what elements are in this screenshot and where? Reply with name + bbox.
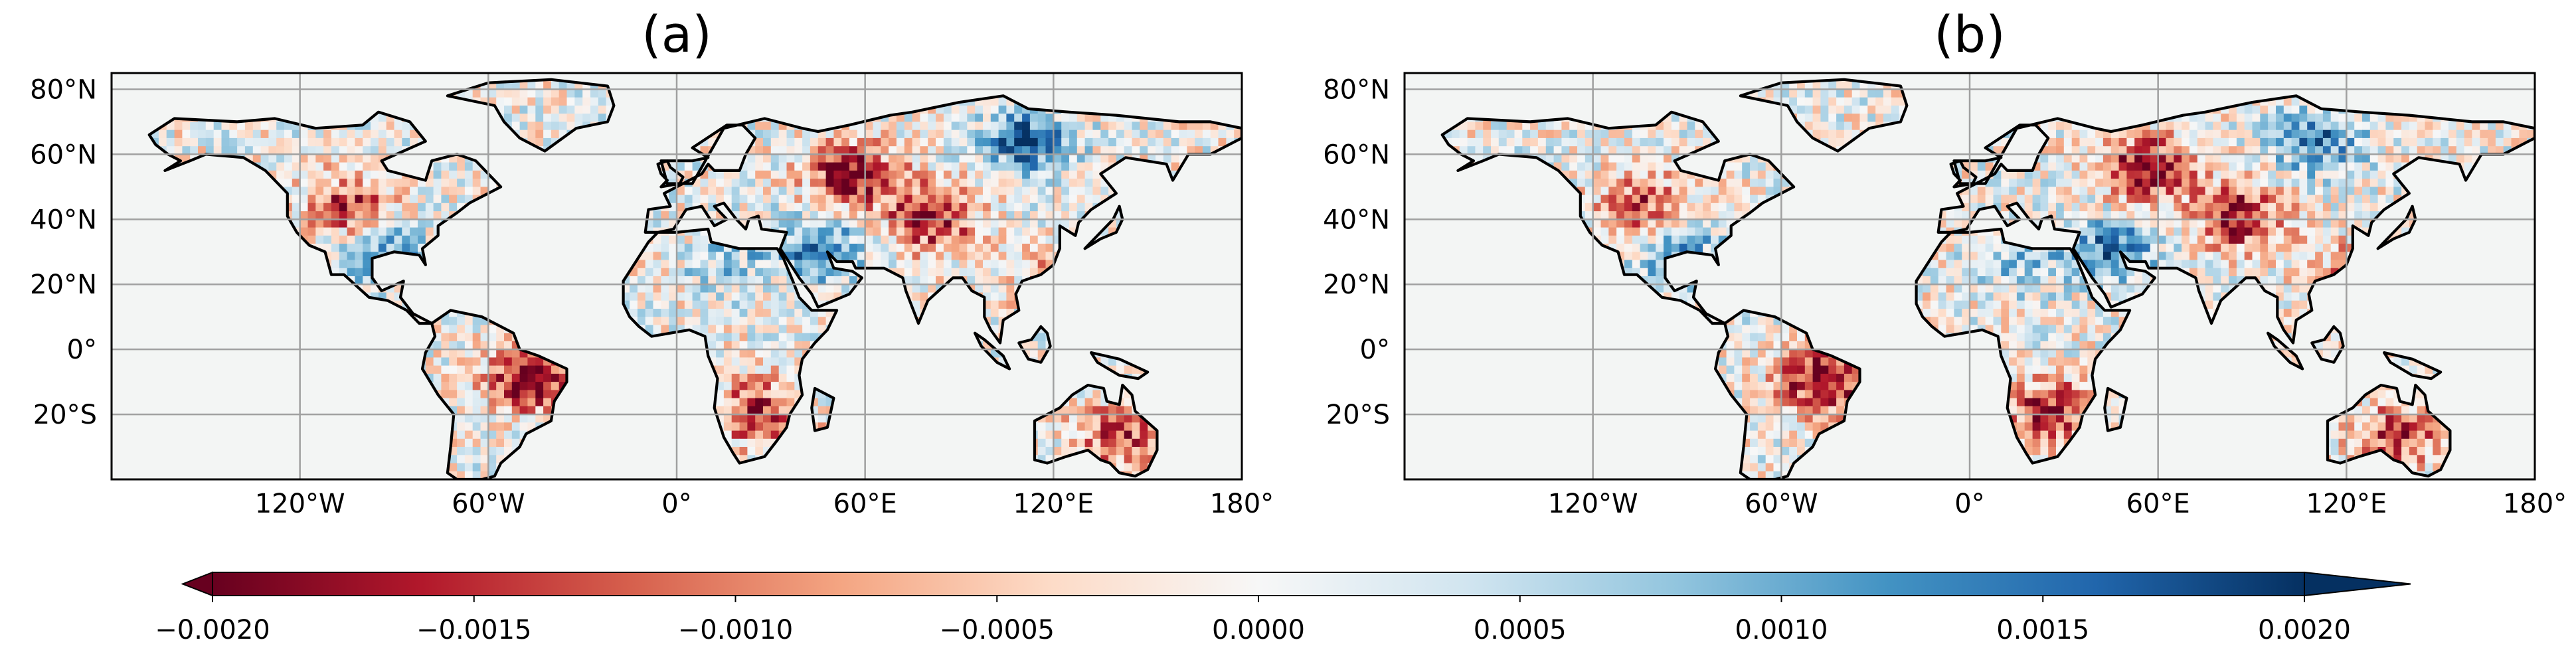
x-tick-label: 60°W: [452, 489, 525, 519]
y-tick-label: 60°N: [1323, 139, 1390, 170]
colorbar-tick-label: −0.0010: [678, 615, 793, 645]
map-panel-a: 120°W 60°W 0° 60°E 120°E 180° 80°N 60°N 40°N 20°N…: [30, 5, 1274, 519]
x-tick-label: 180°: [2503, 489, 2567, 519]
colorbar-tick-label: 0.0010: [1735, 615, 1828, 645]
y-tick-label: 0°: [1360, 335, 1390, 365]
colorbar-tick-label: −0.0005: [940, 615, 1055, 645]
y-tick-label: 20°N: [1323, 270, 1390, 300]
axes-frame: [1403, 72, 2536, 481]
colorbar-tick-label: 0.0015: [1996, 615, 2089, 645]
y-tick-label: 20°S: [1326, 400, 1390, 430]
x-tick-label: 120°E: [2306, 489, 2387, 519]
y-tick-label: 40°N: [30, 205, 97, 235]
colorbar-extend-high: [2304, 571, 2411, 597]
coastlines: [147, 78, 1242, 479]
gridlines: [112, 73, 1242, 479]
x-tick-label: 0°: [661, 489, 691, 519]
panel-title: (a): [642, 5, 712, 64]
axes-frame: [110, 72, 1243, 481]
colorbar-tick-label: 0.0000: [1212, 615, 1305, 645]
colorbar-tick-label: −0.0020: [155, 615, 270, 645]
y-tick-label: 80°N: [1323, 74, 1390, 105]
x-tick-label: 120°E: [1013, 489, 1094, 519]
y-tick-label: 0°: [67, 335, 97, 365]
y-tick-label: 60°N: [30, 139, 97, 170]
colorbar-tick-label: 0.0005: [1474, 615, 1567, 645]
x-tick-label: 120°W: [1548, 489, 1638, 519]
y-tick-label: 20°S: [33, 400, 97, 430]
x-tick-label: 60°W: [1745, 489, 1818, 519]
colorbar-tick-label: −0.0015: [416, 615, 531, 645]
x-tick-label: 60°E: [833, 489, 897, 519]
colorbar-extend-low: [181, 571, 213, 597]
x-tick-label: 60°E: [2126, 489, 2190, 519]
map-panel-b: 120°W 60°W 0° 60°E 120°E 180° 80°N 60°N 40°N 20°N…: [1323, 5, 2567, 519]
x-tick-label: 120°W: [255, 489, 345, 519]
colorbar: −0.0020 −0.0015 −0.0010 −0.0005 0.0000 0.0005…: [155, 571, 2411, 645]
x-tick-label: 0°: [1954, 489, 1984, 519]
x-tick-label: 180°: [1210, 489, 1274, 519]
colorbar-tick-label: 0.0020: [2258, 615, 2351, 645]
colorbar-gradient: [212, 572, 2305, 596]
panel-title: (b): [1934, 5, 2006, 64]
gridlines: [1405, 73, 2535, 479]
y-tick-label: 20°N: [30, 270, 97, 300]
coastlines: [1440, 78, 2535, 479]
y-tick-label: 80°N: [30, 74, 97, 105]
y-tick-label: 40°N: [1323, 205, 1390, 235]
